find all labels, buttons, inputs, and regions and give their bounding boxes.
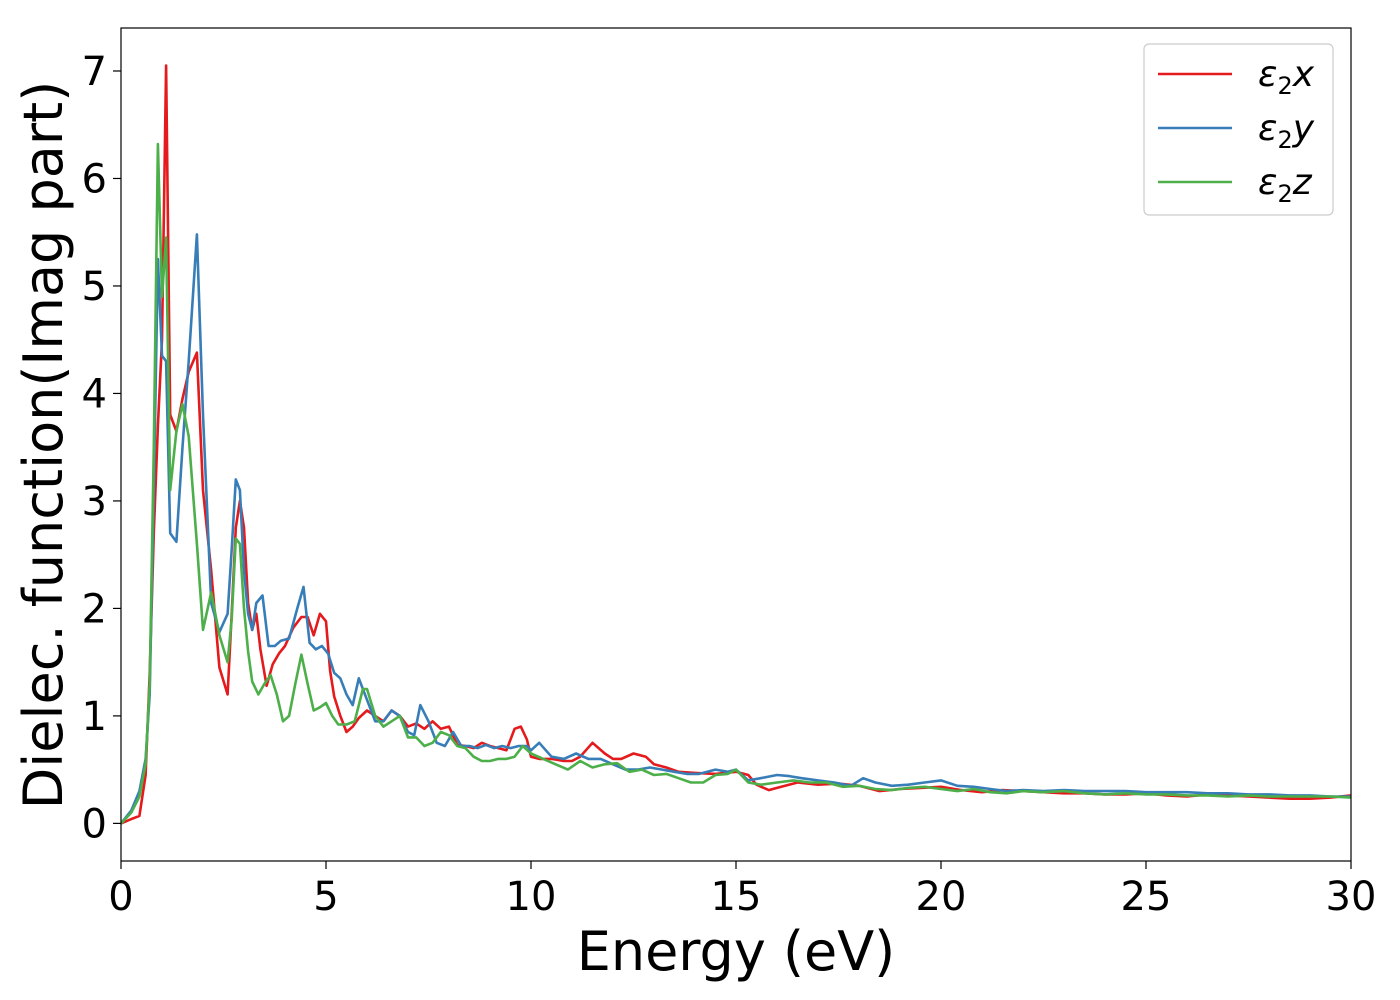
y-axis-label: Dielec. function(Imag part) xyxy=(12,81,75,810)
plot-area xyxy=(121,64,1351,825)
legend-label-z: ε2z xyxy=(1258,162,1313,208)
legend-box xyxy=(1143,43,1334,216)
legend-label-y: ε2y xyxy=(1258,108,1315,154)
y-axis-ticks: 0 1 2 3 4 5 6 7 xyxy=(82,49,121,847)
legend-component: x xyxy=(1292,54,1315,95)
x-tick-label: 0 xyxy=(108,874,133,920)
x-tick-label: 15 xyxy=(711,874,762,920)
x-tick-label: 25 xyxy=(1121,874,1172,920)
y-tick-label: 6 xyxy=(82,156,107,202)
x-tick-label: 30 xyxy=(1326,874,1377,920)
y-tick-label: 0 xyxy=(82,801,107,847)
x-tick-label: 10 xyxy=(506,874,557,920)
legend-subscript: 2 xyxy=(1277,72,1292,100)
plot-frame xyxy=(120,27,1352,862)
y-tick-label: 7 xyxy=(82,49,107,95)
y-tick-label: 5 xyxy=(82,264,107,310)
y-tick-label: 4 xyxy=(82,371,107,417)
x-axis-label: Energy (eV) xyxy=(577,920,896,983)
legend-component: y xyxy=(1292,108,1315,149)
legend-label-x: ε2x xyxy=(1258,54,1315,100)
y-tick-label: 2 xyxy=(82,586,107,632)
y-tick-label: 1 xyxy=(82,694,107,740)
legend-epsilon: ε xyxy=(1258,54,1277,95)
legend-subscript: 2 xyxy=(1277,180,1292,208)
legend-epsilon: ε xyxy=(1258,108,1277,149)
x-tick-label: 20 xyxy=(916,874,967,920)
x-axis-ticks: 0 5 10 15 20 25 30 xyxy=(108,861,1376,920)
legend-subscript: 2 xyxy=(1277,126,1292,154)
y-tick-label: 3 xyxy=(82,479,107,525)
legend-epsilon: ε xyxy=(1258,162,1277,203)
series-line-y xyxy=(121,233,1351,825)
legend-component: z xyxy=(1292,162,1313,203)
x-tick-label: 5 xyxy=(313,874,338,920)
series-line-z xyxy=(121,142,1351,825)
